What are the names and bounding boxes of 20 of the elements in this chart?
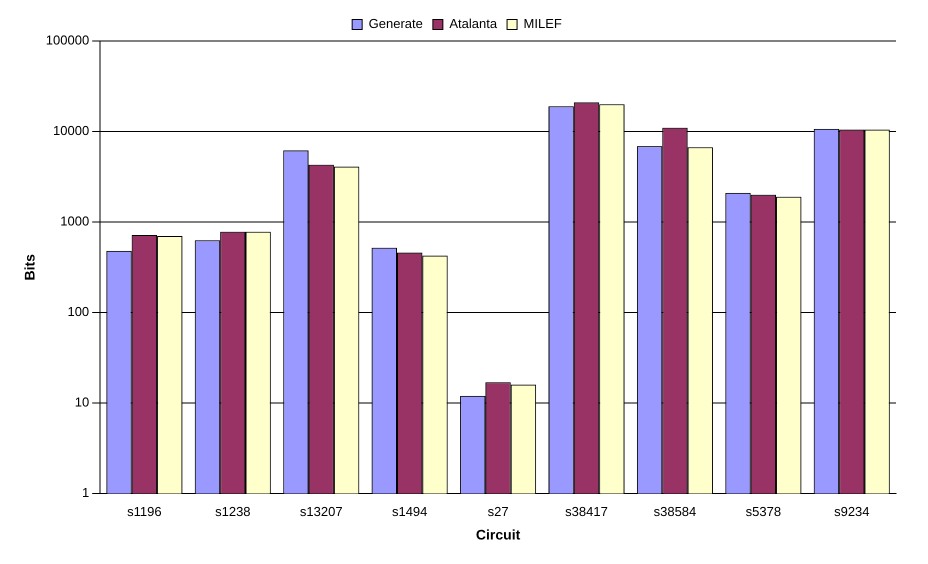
- legend-label: Generate: [368, 16, 423, 32]
- y-tick-label: 1: [82, 485, 90, 500]
- y-tick-label: 100: [67, 304, 90, 320]
- x-tick-label: s1494: [392, 504, 428, 519]
- x-tick-label: s38584: [654, 504, 696, 519]
- x-axis-title: Circuit: [476, 526, 521, 542]
- x-tick-label: s27: [488, 504, 509, 519]
- x-tick-label: s13207: [300, 504, 343, 519]
- y-tick-label: 10000: [53, 123, 90, 138]
- legend-label: Atalanta: [449, 16, 498, 32]
- y-tick-label: 1000: [60, 214, 90, 229]
- y-tick-label: 10: [74, 394, 90, 410]
- x-tick-label: s9234: [834, 504, 870, 519]
- legend-label: MILEF: [524, 16, 562, 32]
- x-tick-label: s38417: [565, 504, 608, 519]
- x-tick-label: s5378: [746, 504, 782, 519]
- y-tick-label: 100000: [46, 32, 90, 48]
- x-tick-label: s1196: [127, 504, 162, 519]
- x-tick-label: s1238: [215, 504, 251, 519]
- y-axis-title: Bits: [21, 254, 38, 281]
